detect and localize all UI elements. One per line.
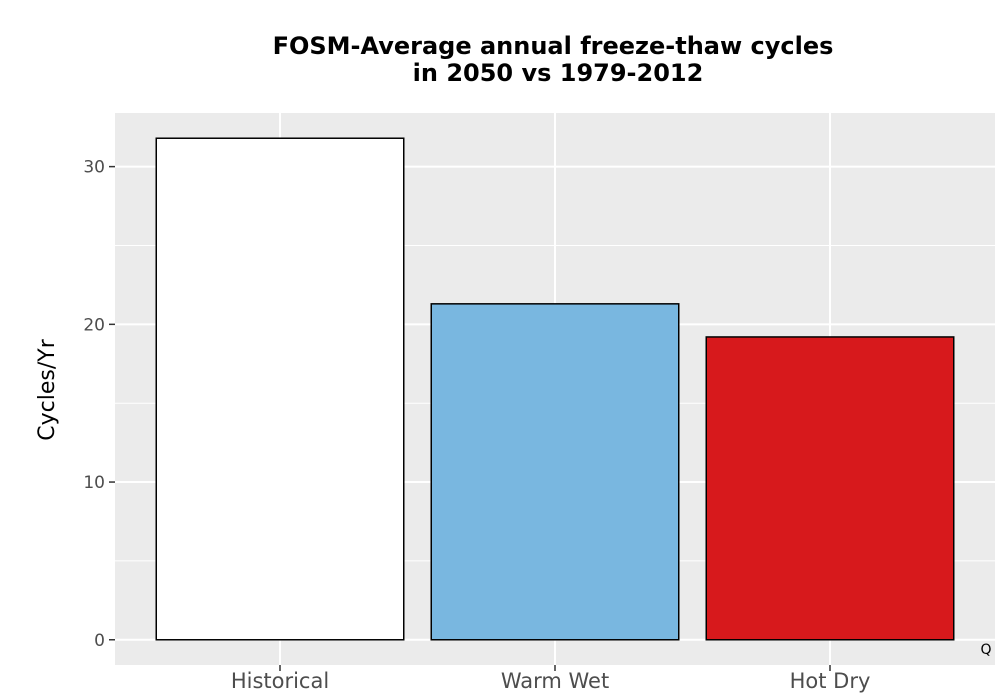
y-axis-label: Cycles/Yr xyxy=(35,338,60,440)
y-tick-label: 30 xyxy=(83,158,105,178)
y-tick-label: 0 xyxy=(94,631,105,651)
corner-label: Q xyxy=(980,642,991,658)
x-tick-label: Warm Wet xyxy=(501,669,609,693)
x-tick-label: Hot Dry xyxy=(790,669,871,693)
chart-title-line-2: in 2050 vs 1979-2012 xyxy=(413,59,704,87)
bar-warm-wet xyxy=(430,303,680,641)
y-axis-ticks: 0 10 20 30 xyxy=(83,158,115,651)
bar-hot-dry xyxy=(705,336,955,641)
x-axis-ticks: Historical Warm Wet Hot Dry xyxy=(231,665,871,693)
y-tick-label: 20 xyxy=(83,315,105,335)
bar-historical xyxy=(155,137,405,641)
x-tick-label: Historical xyxy=(231,669,329,693)
bars xyxy=(155,137,955,641)
y-tick-label: 10 xyxy=(83,473,105,493)
chart-title-line-1: FOSM-Average annual freeze-thaw cycles xyxy=(273,32,834,60)
